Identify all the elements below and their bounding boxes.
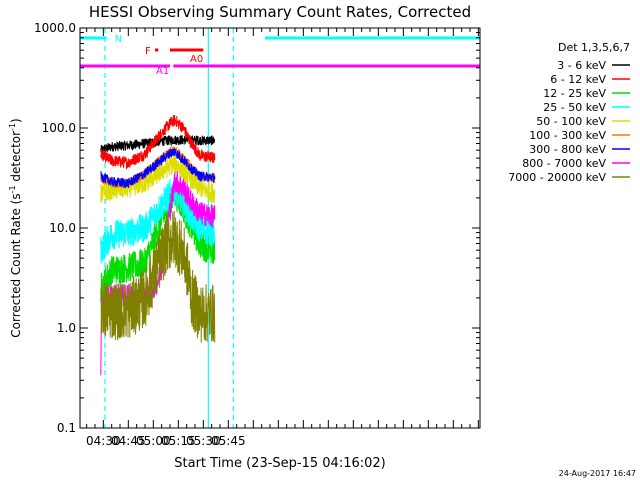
x-tick-label: 04:45 [111, 434, 146, 448]
chart-title: HESSI Observing Summary Count Rates, Cor… [89, 3, 471, 21]
legend-label: 7000 - 20000 keV [508, 171, 606, 184]
legend-label: 100 - 300 keV [529, 129, 606, 142]
series-line [100, 182, 216, 303]
legend-label: 12 - 25 keV [543, 87, 606, 100]
series-line [100, 146, 216, 189]
series-line [100, 134, 216, 154]
flag-label: A1 [156, 66, 169, 77]
flag-label: N [115, 34, 122, 45]
y-tick-label: 100.0 [42, 121, 76, 135]
flag-layer: N F A0 A1 [80, 34, 480, 77]
legend-label: 25 - 50 keV [543, 101, 606, 114]
x-tick-label: 05:45 [211, 434, 246, 448]
series-layer [100, 115, 216, 376]
x-tick-label: 04:30 [86, 434, 121, 448]
y-tick-label: 1.0 [57, 321, 76, 335]
y-tick-label: 1000.0 [34, 21, 76, 35]
legend-label: 6 - 12 keV [550, 73, 606, 86]
legend-label: 300 - 800 keV [529, 143, 606, 156]
y-axis-label: Corrected Count Rate (s-1 detector-1) [8, 118, 23, 337]
legend-header: Det 1,3,5,6,7 [558, 41, 630, 54]
x-tick-label: 05:30 [186, 434, 221, 448]
x-tick-label: 05:00 [136, 434, 171, 448]
series-line [100, 115, 216, 170]
y-tick-label: 10.0 [49, 221, 76, 235]
legend-label: 50 - 100 keV [536, 115, 606, 128]
x-axis-label: Start Time (23-Sep-15 04:16:02) [174, 456, 385, 471]
series-line [100, 211, 216, 343]
flag-label: F [145, 46, 151, 57]
series-line [100, 175, 216, 264]
legend-label: 3 - 6 keV [557, 59, 606, 72]
footer-date: 24-Aug-2017 16:47 [559, 469, 636, 478]
x-tick-label: 05:15 [161, 434, 196, 448]
legend-label: 800 - 7000 keV [522, 157, 606, 170]
y-tick-label: 0.1 [57, 421, 76, 435]
flag-label: A0 [190, 54, 203, 65]
